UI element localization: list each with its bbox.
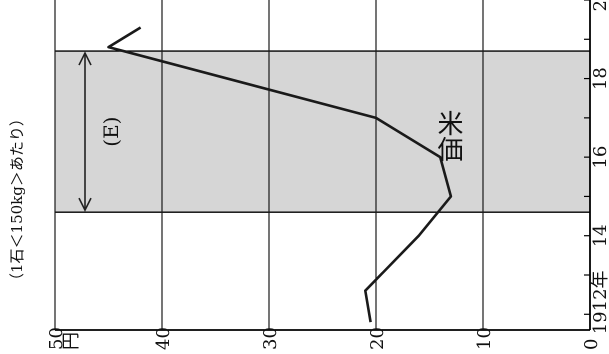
x-tick-labels: 1912年 14 16 18 20 <box>590 0 609 334</box>
shaded-band-e <box>55 51 590 213</box>
band-label: (E) <box>99 116 123 146</box>
band-arrow-head-top <box>78 51 92 66</box>
x-tick-label-14: 14 <box>590 224 609 247</box>
band-layer <box>55 50 590 213</box>
y-tick-label-40: 40 <box>153 327 174 350</box>
grid-layer <box>54 0 484 330</box>
x-tick-label-1912: 1912年 <box>590 270 609 334</box>
y-axis-note: （1石＜150kg＞あたり） <box>8 111 26 288</box>
axes-layer <box>55 0 591 331</box>
y-tick-label-20: 20 <box>367 327 388 350</box>
band-arrow-head-bottom <box>78 197 92 212</box>
y-tick-label-50: 50 <box>46 327 67 350</box>
x-tick-label-16: 16 <box>590 146 609 169</box>
x-tick-label-20: 20 <box>590 0 609 11</box>
y-tick-labels: 0 10 20 30 40 50 <box>46 327 602 350</box>
y-tick-label-30: 30 <box>260 327 281 350</box>
y-tick-label-0: 0 <box>581 339 602 350</box>
series-layer <box>107 26 453 323</box>
series-line-rice-price <box>107 26 453 323</box>
y-unit-label: 円 <box>61 332 82 350</box>
series-label-rice-price: 米価 <box>433 110 463 162</box>
y-tick-label-10: 10 <box>474 327 495 350</box>
x-tick-label-18: 18 <box>590 67 609 90</box>
